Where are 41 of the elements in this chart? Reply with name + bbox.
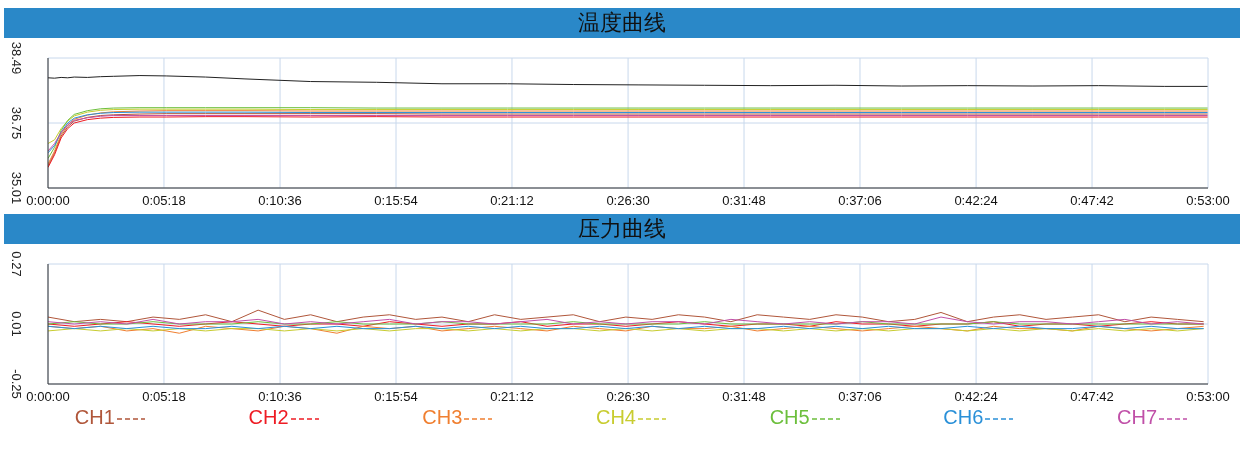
x-tick-label: 0:05:18 — [142, 193, 186, 209]
x-tick-label: 0:53:00 — [1186, 193, 1230, 209]
x-tick-label: 0:10:36 — [258, 389, 302, 405]
legend-label: CH1 — [74, 405, 115, 429]
legend-label: CH4 — [595, 405, 636, 429]
y-tick-label: 36.75 — [9, 106, 24, 140]
line-series — [48, 75, 1208, 87]
y-tick-label: -0.25 — [9, 369, 24, 399]
line-series — [48, 309, 1205, 323]
x-tick-label: 0:21:12 — [490, 193, 534, 209]
legend-label: CH5 — [769, 405, 810, 429]
x-tick-label: 0:26:30 — [606, 389, 650, 405]
y-tick-label: 35.01 — [9, 171, 24, 205]
legend-label: CH3 — [422, 405, 463, 429]
x-tick-label: 0:42:24 — [954, 193, 998, 209]
x-tick-label: 0:00:00 — [26, 389, 70, 405]
x-tick-label: 0:26:30 — [606, 193, 650, 209]
x-tick-label: 0:21:12 — [490, 389, 534, 405]
x-tick-label: 0:37:06 — [838, 193, 882, 209]
y-tick-label: 38.49 — [9, 41, 24, 75]
x-tick-label: 0:31:48 — [722, 389, 766, 405]
x-tick-label: 0:15:54 — [374, 389, 418, 405]
line-series — [48, 108, 1208, 145]
x-tick-label: 0:42:24 — [954, 389, 998, 405]
x-tick-label: 0:31:48 — [722, 193, 766, 209]
chart-title: 压力曲线 — [4, 214, 1240, 244]
y-tick-label: 0.27 — [9, 251, 24, 277]
legend-label: CH7 — [1117, 405, 1158, 429]
legend-label: CH6 — [943, 405, 984, 429]
x-tick-label: 0:37:06 — [838, 389, 882, 405]
x-tick-label: 0:53:00 — [1186, 389, 1230, 405]
x-tick-label: 0:47:42 — [1070, 389, 1114, 405]
x-tick-label: 0:10:36 — [258, 193, 302, 209]
line-series — [48, 316, 1205, 325]
legend-label: CH2 — [248, 405, 289, 429]
x-tick-label: 0:05:18 — [142, 389, 186, 405]
y-tick-label: 0.01 — [9, 311, 24, 337]
x-tick-label: 0:47:42 — [1070, 193, 1114, 209]
x-tick-label: 0:00:00 — [26, 193, 70, 209]
x-tick-label: 0:15:54 — [374, 193, 418, 209]
chart-title: 温度曲线 — [4, 8, 1240, 38]
